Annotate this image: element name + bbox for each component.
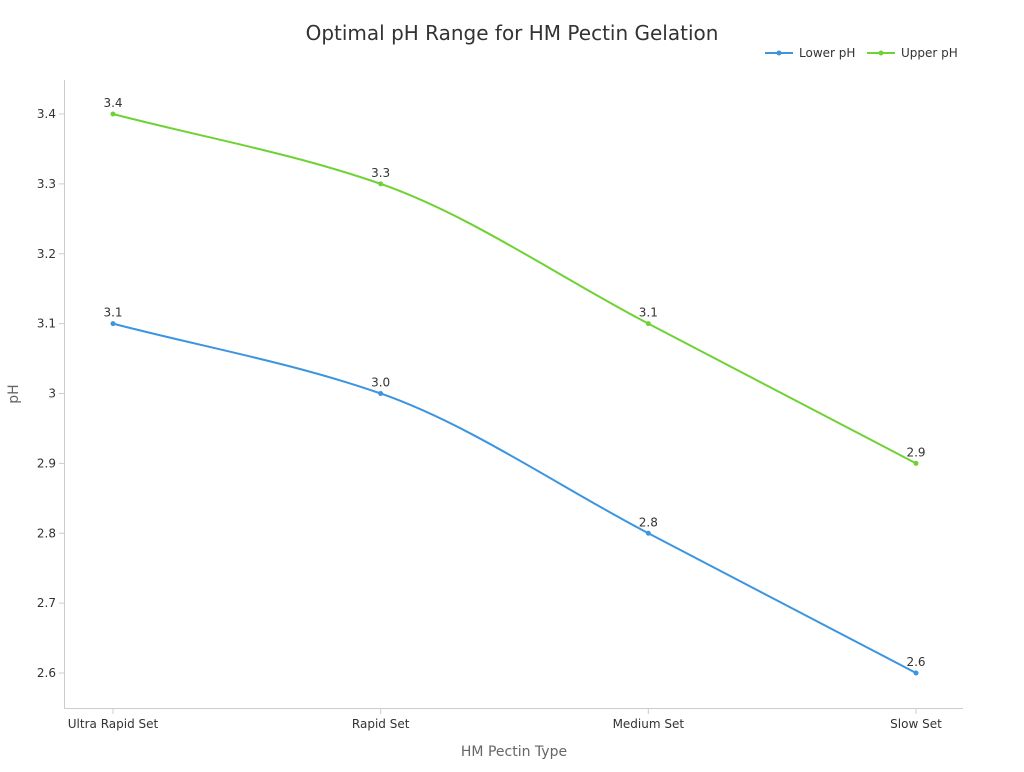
lower-ph-line [112,322,917,674]
upper-ph-data-label: 3.3 [371,166,390,180]
y-tick-label: 3.3 [37,177,56,191]
y-axis-ticks: 2.6 2.7 2.8 2.9 3 3.1 3.2 3.3 3.4 [37,107,64,680]
x-tick-label: Medium Set [613,717,685,731]
lower-ph-data-label: 3.0 [371,376,390,390]
y-tick-label: 3.4 [37,107,56,121]
y-axis-title: pH [6,384,22,403]
y-tick-label: 3 [48,387,56,401]
x-axis-ticks: Ultra Rapid Set Rapid Set Medium Set Slow S… [68,708,942,731]
chart-title: Optimal pH Range for HM Pectin Gelation [306,21,719,45]
lower-ph-point [110,321,116,327]
y-tick-label: 2.9 [37,456,56,470]
y-tick-label: 2.6 [37,666,56,680]
x-tick-label: Slow Set [890,717,942,731]
lower-ph-point [645,530,651,536]
lower-ph-point [378,391,384,396]
upper-ph-point [913,460,919,466]
y-tick-label: 2.8 [37,526,56,540]
y-tick-label: 3.2 [37,247,56,261]
lower-ph-data-label: 2.6 [906,655,925,669]
upper-ph-point [645,321,651,327]
x-tick-label: Rapid Set [352,717,410,731]
upper-ph-data-label: 3.1 [639,306,658,320]
lower-ph-point [913,670,919,676]
x-axis-title: HM Pectin Type [461,744,567,760]
upper-ph-point [378,181,384,187]
x-tick-label: Ultra Rapid Set [68,717,159,731]
upper-ph-legend-label: Upper pH [901,46,958,60]
y-tick-label: 2.7 [37,596,56,610]
upper-ph-line [112,113,917,465]
upper-ph-point [110,111,116,117]
lower-ph-legend-label: Lower pH [799,46,855,60]
upper-ph-legend-marker [878,50,884,56]
legend: Lower pH Upper pH [765,46,958,60]
lower-ph-legend-marker [776,50,782,56]
upper-ph-data-label: 2.9 [906,445,925,459]
series-layer: 3.1 3.0 2.8 2.6 3.4 3.3 3.1 2.9 [103,96,926,676]
lower-ph-data-label: 2.8 [639,515,658,529]
upper-ph-data-label: 3.4 [103,96,122,110]
lower-ph-data-label: 3.1 [103,306,122,320]
y-tick-label: 3.1 [37,317,56,331]
